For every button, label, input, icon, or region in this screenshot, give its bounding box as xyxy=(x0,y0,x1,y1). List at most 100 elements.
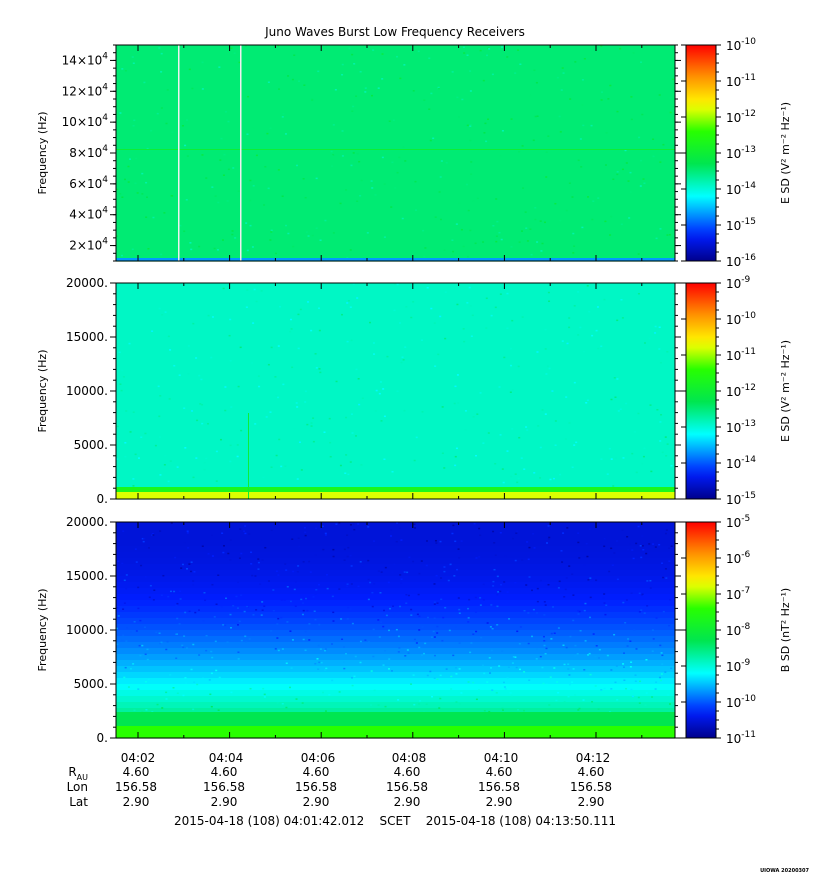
spectrogram-speckle xyxy=(306,423,309,426)
spectrogram-speckle xyxy=(151,533,154,535)
spectrogram-speckle xyxy=(367,578,370,581)
spectrogram-speckle xyxy=(198,245,201,248)
colorbar-tick-label: 10-11 xyxy=(726,347,756,363)
spectrogram-speckle xyxy=(324,648,327,650)
spectrogram-speckle xyxy=(404,655,407,657)
spectrogram-speckle xyxy=(224,111,227,113)
spectrogram-speckle xyxy=(545,542,548,544)
spectrogram-speckle xyxy=(144,546,147,549)
spectrogram-speckle xyxy=(410,608,413,611)
spectrogram-speckle xyxy=(145,181,148,184)
tick-exponent: 4 xyxy=(102,206,108,216)
spectrogram-speckle xyxy=(227,552,230,555)
spectrogram-speckle xyxy=(132,62,135,65)
spectrogram-speckle xyxy=(577,613,580,615)
spectrogram-speckle xyxy=(591,701,594,703)
spectrogram-speckle xyxy=(526,429,529,431)
spectrogram-speckle xyxy=(587,654,590,656)
spectrogram-speckle xyxy=(540,250,543,252)
spectrogram-speckle xyxy=(315,527,318,530)
spectrogram-speckle xyxy=(137,688,140,690)
spectrogram-band xyxy=(116,409,675,428)
spectrogram-speckle xyxy=(536,351,539,353)
spectrogram-speckle xyxy=(472,681,475,684)
spectrogram-speckle xyxy=(506,327,509,330)
spectrogram-speckle xyxy=(443,249,446,251)
spectrogram-speckle xyxy=(529,94,532,97)
spectrogram-speckle xyxy=(332,611,335,614)
spectrogram-speckle xyxy=(185,199,188,201)
spectrogram-speckle xyxy=(666,443,669,445)
spectrogram-speckle xyxy=(646,580,649,582)
spectrogram-speckle xyxy=(184,447,187,449)
spectrogram-speckle xyxy=(359,561,362,563)
spectrogram-speckle xyxy=(456,96,459,99)
spectrogram-speckle xyxy=(378,392,381,395)
colorbar-label: E SD (V² m⁻² Hz⁻¹) xyxy=(779,102,792,204)
spectrogram-speckle xyxy=(661,451,664,454)
spectrogram-speckle xyxy=(603,602,606,604)
spectrogram-band xyxy=(116,702,675,709)
spectrogram-speckle xyxy=(630,592,633,594)
spectrogram-band xyxy=(116,594,675,601)
spectrogram-speckle xyxy=(332,548,335,551)
spectrogram-speckle xyxy=(319,648,322,650)
spectrogram-speckle xyxy=(486,681,489,683)
spectrogram-speckle xyxy=(382,625,385,628)
spectrogram-speckle xyxy=(478,527,481,530)
spectrogram-speckle xyxy=(319,239,322,242)
spectrogram-speckle xyxy=(263,605,266,607)
spectrogram-speckle xyxy=(347,473,350,476)
spectrogram-speckle xyxy=(631,452,634,455)
spectrogram-speckle xyxy=(117,48,120,50)
spectrogram-speckle xyxy=(405,306,408,308)
spectrogram-speckle xyxy=(508,618,511,620)
spectrogram-speckle xyxy=(419,700,422,702)
spectrogram-speckle xyxy=(659,679,662,682)
spectrogram-speckle xyxy=(181,125,184,127)
spectrogram-speckle xyxy=(629,171,632,174)
spectrogram-speckle xyxy=(281,648,284,650)
spectrogram-speckle xyxy=(176,602,179,605)
spectrogram-speckle xyxy=(395,55,398,58)
spectrogram-speckle xyxy=(634,680,637,683)
spectrogram-speckle xyxy=(359,661,362,664)
spectrogram-speckle xyxy=(628,543,631,545)
spectrogram-speckle xyxy=(651,629,654,631)
y-tick-label: 10×104 xyxy=(62,113,109,129)
spectrogram-speckle xyxy=(358,403,361,406)
spectrogram-speckle xyxy=(276,637,279,639)
spectrogram-speckle xyxy=(372,628,375,631)
spectrogram-band xyxy=(116,391,675,410)
spectrogram-speckle xyxy=(236,624,239,626)
spectrogram-speckle xyxy=(485,297,488,300)
spectrogram-speckle xyxy=(603,298,606,301)
spectrogram-speckle xyxy=(158,415,161,418)
ephemeris-row-label: Lon xyxy=(67,780,88,794)
spectrogram-speckle xyxy=(421,654,424,656)
spectrogram-speckle xyxy=(332,620,335,622)
spectrogram-band xyxy=(116,243,675,262)
spectrogram-speckle xyxy=(218,676,221,679)
spectrogram-speckle xyxy=(571,466,574,469)
spectrogram-speckle xyxy=(496,624,499,626)
spectrogram-speckle xyxy=(138,644,141,647)
colorbar-exponent: -14 xyxy=(741,455,756,465)
colorbar-tick-label: 10-15 xyxy=(726,491,756,507)
spectrogram-speckle xyxy=(418,572,421,575)
spectrogram-speckle xyxy=(664,671,667,673)
spectrogram-speckle xyxy=(240,639,243,642)
spectrogram-speckle xyxy=(357,523,360,525)
spectrogram-speckle xyxy=(641,545,644,547)
spectrogram-speckle xyxy=(643,342,646,344)
spectrogram-speckle xyxy=(370,180,373,182)
spectrogram-speckle xyxy=(632,557,635,560)
spectrogram-band xyxy=(116,445,675,464)
colorbar-tick-label: 10-6 xyxy=(726,550,751,566)
spectrogram-speckle xyxy=(638,702,641,704)
spectrogram-speckle xyxy=(469,651,472,654)
spectrogram-speckle xyxy=(323,431,326,433)
spectrogram-speckle xyxy=(302,602,305,604)
spectrogram-speckle xyxy=(395,628,398,631)
spectrogram-speckle xyxy=(135,630,138,632)
